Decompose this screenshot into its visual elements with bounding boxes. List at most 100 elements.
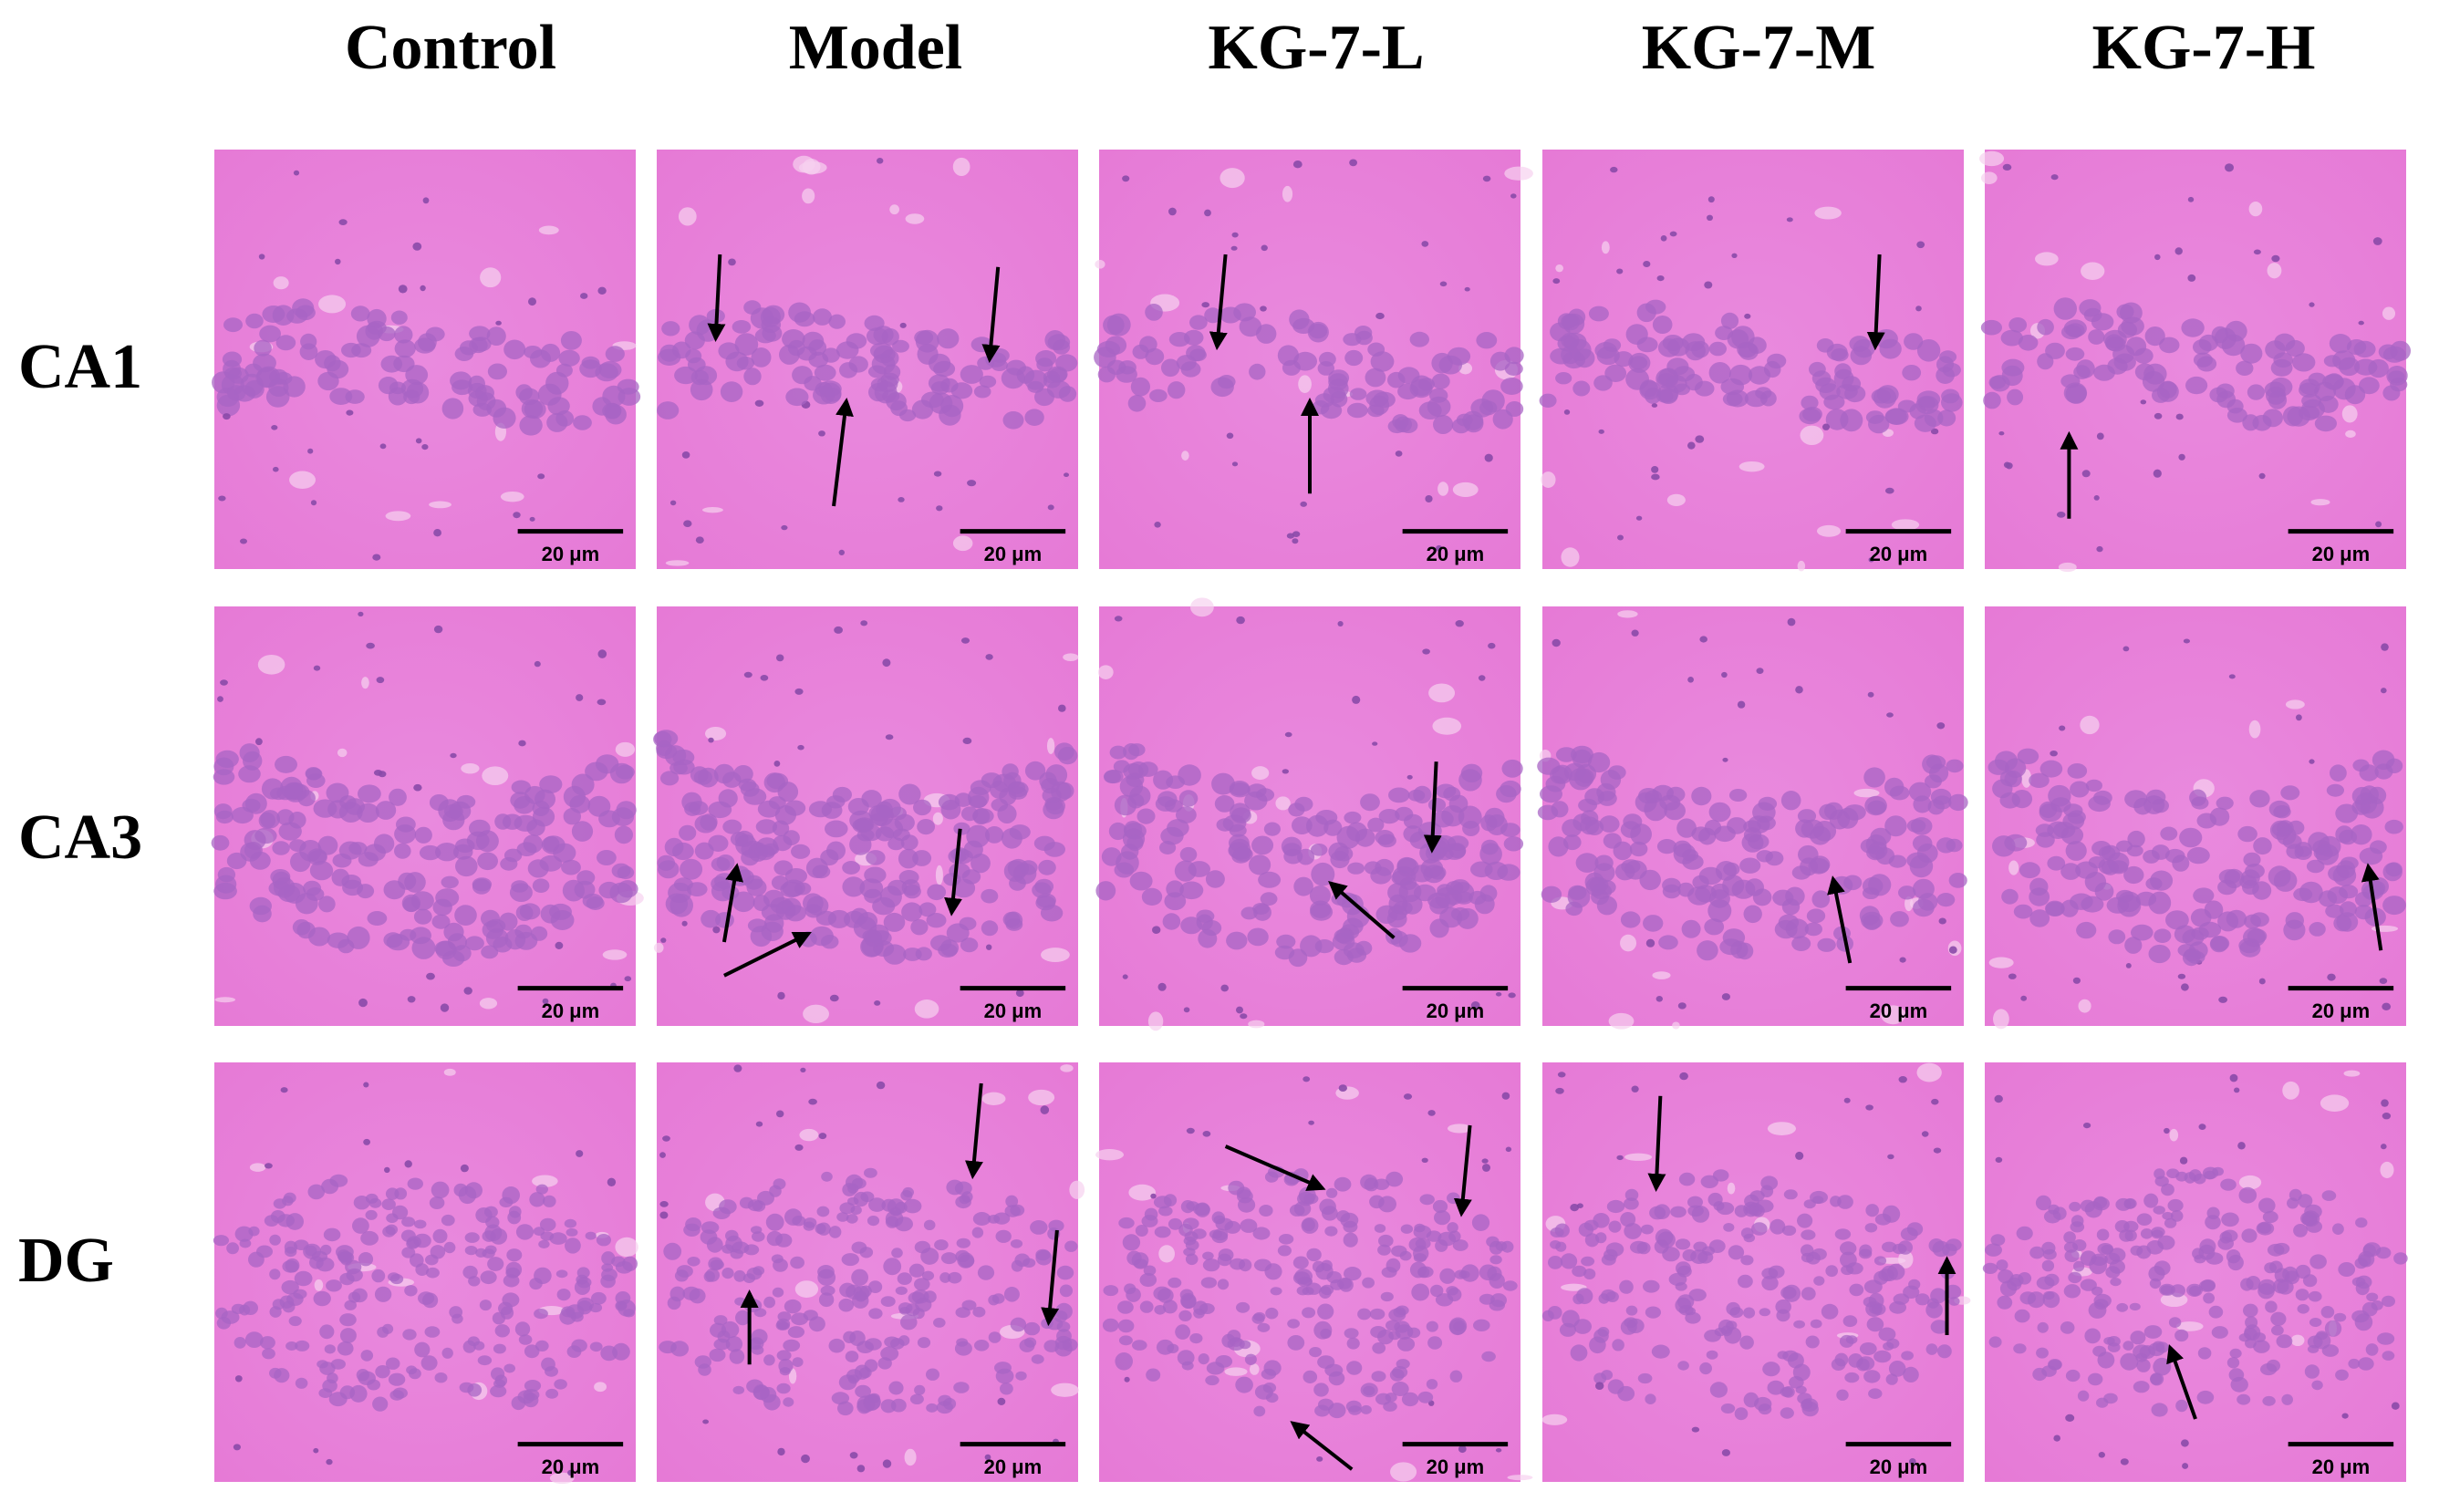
cell bbox=[1371, 1371, 1386, 1383]
cell bbox=[1372, 741, 1378, 746]
cell bbox=[574, 1279, 591, 1295]
cell bbox=[897, 1272, 912, 1285]
cell bbox=[1460, 1264, 1479, 1282]
cell bbox=[1687, 441, 1696, 450]
cell bbox=[1417, 1391, 1434, 1403]
cell bbox=[553, 843, 576, 863]
cell bbox=[2154, 254, 2161, 261]
cell bbox=[1810, 1319, 1822, 1329]
cell bbox=[973, 385, 991, 399]
cell bbox=[1388, 1308, 1406, 1321]
cell bbox=[1864, 1223, 1878, 1233]
cell bbox=[1617, 1385, 1635, 1402]
tissue-gap bbox=[1652, 971, 1671, 979]
cell bbox=[926, 1368, 939, 1381]
cell bbox=[1375, 830, 1395, 845]
cell bbox=[1693, 1241, 1707, 1252]
cell bbox=[743, 1244, 760, 1256]
cell bbox=[1710, 883, 1729, 900]
cell bbox=[747, 918, 768, 933]
cell bbox=[713, 1315, 728, 1326]
cell bbox=[1687, 1196, 1703, 1208]
cell bbox=[2237, 1393, 2251, 1405]
cell bbox=[2379, 978, 2388, 984]
cell bbox=[1128, 743, 1146, 757]
cell bbox=[1679, 1072, 1688, 1081]
tissue-gap bbox=[1814, 206, 1842, 220]
cell bbox=[1831, 348, 1849, 362]
cell bbox=[308, 927, 330, 947]
cell bbox=[2065, 841, 2087, 861]
arrow bbox=[1453, 1124, 1472, 1217]
tissue-gap bbox=[802, 188, 815, 204]
cell bbox=[1163, 1194, 1178, 1206]
cell bbox=[2079, 299, 2102, 317]
cell bbox=[1182, 1217, 1199, 1230]
cell bbox=[2029, 909, 2050, 927]
cell bbox=[1386, 1171, 1404, 1187]
scale-bar-label: 20 μm bbox=[542, 1455, 600, 1478]
cell bbox=[1601, 1370, 1614, 1381]
cell bbox=[2301, 393, 2321, 409]
cell bbox=[2382, 1295, 2395, 1308]
cell bbox=[356, 325, 380, 347]
cell bbox=[1508, 992, 1516, 999]
cell bbox=[339, 1313, 357, 1327]
tissue-gap bbox=[1251, 766, 1270, 781]
cell bbox=[1287, 1319, 1300, 1329]
cell bbox=[2060, 374, 2081, 388]
cell bbox=[802, 331, 825, 351]
cell bbox=[967, 480, 977, 487]
cell bbox=[1043, 374, 1061, 388]
cell bbox=[2325, 904, 2344, 918]
cell bbox=[1344, 1328, 1359, 1339]
cell bbox=[2336, 912, 2359, 932]
tissue-gap bbox=[1738, 461, 1765, 472]
cell bbox=[2197, 1347, 2212, 1360]
cell bbox=[885, 734, 894, 740]
scale-bar-label: 20 μm bbox=[984, 999, 1043, 1022]
cell bbox=[337, 1341, 354, 1356]
cell bbox=[401, 1217, 416, 1227]
cell bbox=[1229, 781, 1251, 796]
cell bbox=[1161, 358, 1180, 378]
cell bbox=[954, 792, 972, 807]
cell bbox=[1103, 1285, 1119, 1297]
cell bbox=[1370, 1326, 1386, 1339]
cell bbox=[1608, 1220, 1622, 1233]
cell bbox=[1378, 809, 1400, 824]
cell bbox=[1726, 1320, 1738, 1331]
cell bbox=[728, 258, 736, 266]
cell bbox=[2136, 1213, 2153, 1226]
cell bbox=[1889, 1300, 1907, 1314]
cell bbox=[1675, 1238, 1691, 1250]
cell bbox=[818, 430, 825, 437]
cell bbox=[404, 1160, 412, 1168]
cell bbox=[2250, 912, 2269, 927]
cell bbox=[842, 861, 860, 875]
cell bbox=[1181, 1361, 1194, 1371]
cell bbox=[959, 917, 977, 931]
cell bbox=[617, 880, 638, 898]
tissue-gap bbox=[2341, 405, 2358, 423]
cell bbox=[1146, 1368, 1161, 1382]
cell bbox=[835, 341, 859, 359]
cell bbox=[711, 881, 735, 902]
tissue-gap bbox=[1390, 1462, 1417, 1482]
cell bbox=[1002, 411, 1024, 430]
cell bbox=[2318, 395, 2339, 413]
cell bbox=[2129, 1302, 2141, 1311]
cell bbox=[2092, 1196, 2110, 1211]
tissue-background bbox=[1985, 1062, 2406, 1482]
cell bbox=[2067, 763, 2088, 779]
cell bbox=[1899, 957, 1906, 963]
cell bbox=[1302, 1307, 1316, 1319]
cell bbox=[435, 843, 459, 862]
tissue-gap bbox=[1282, 185, 1293, 202]
cell bbox=[2225, 163, 2234, 172]
cell bbox=[1983, 391, 2001, 409]
cell bbox=[1704, 918, 1725, 936]
cell bbox=[1292, 538, 1299, 544]
cell bbox=[684, 331, 705, 350]
cell bbox=[1179, 881, 1204, 900]
